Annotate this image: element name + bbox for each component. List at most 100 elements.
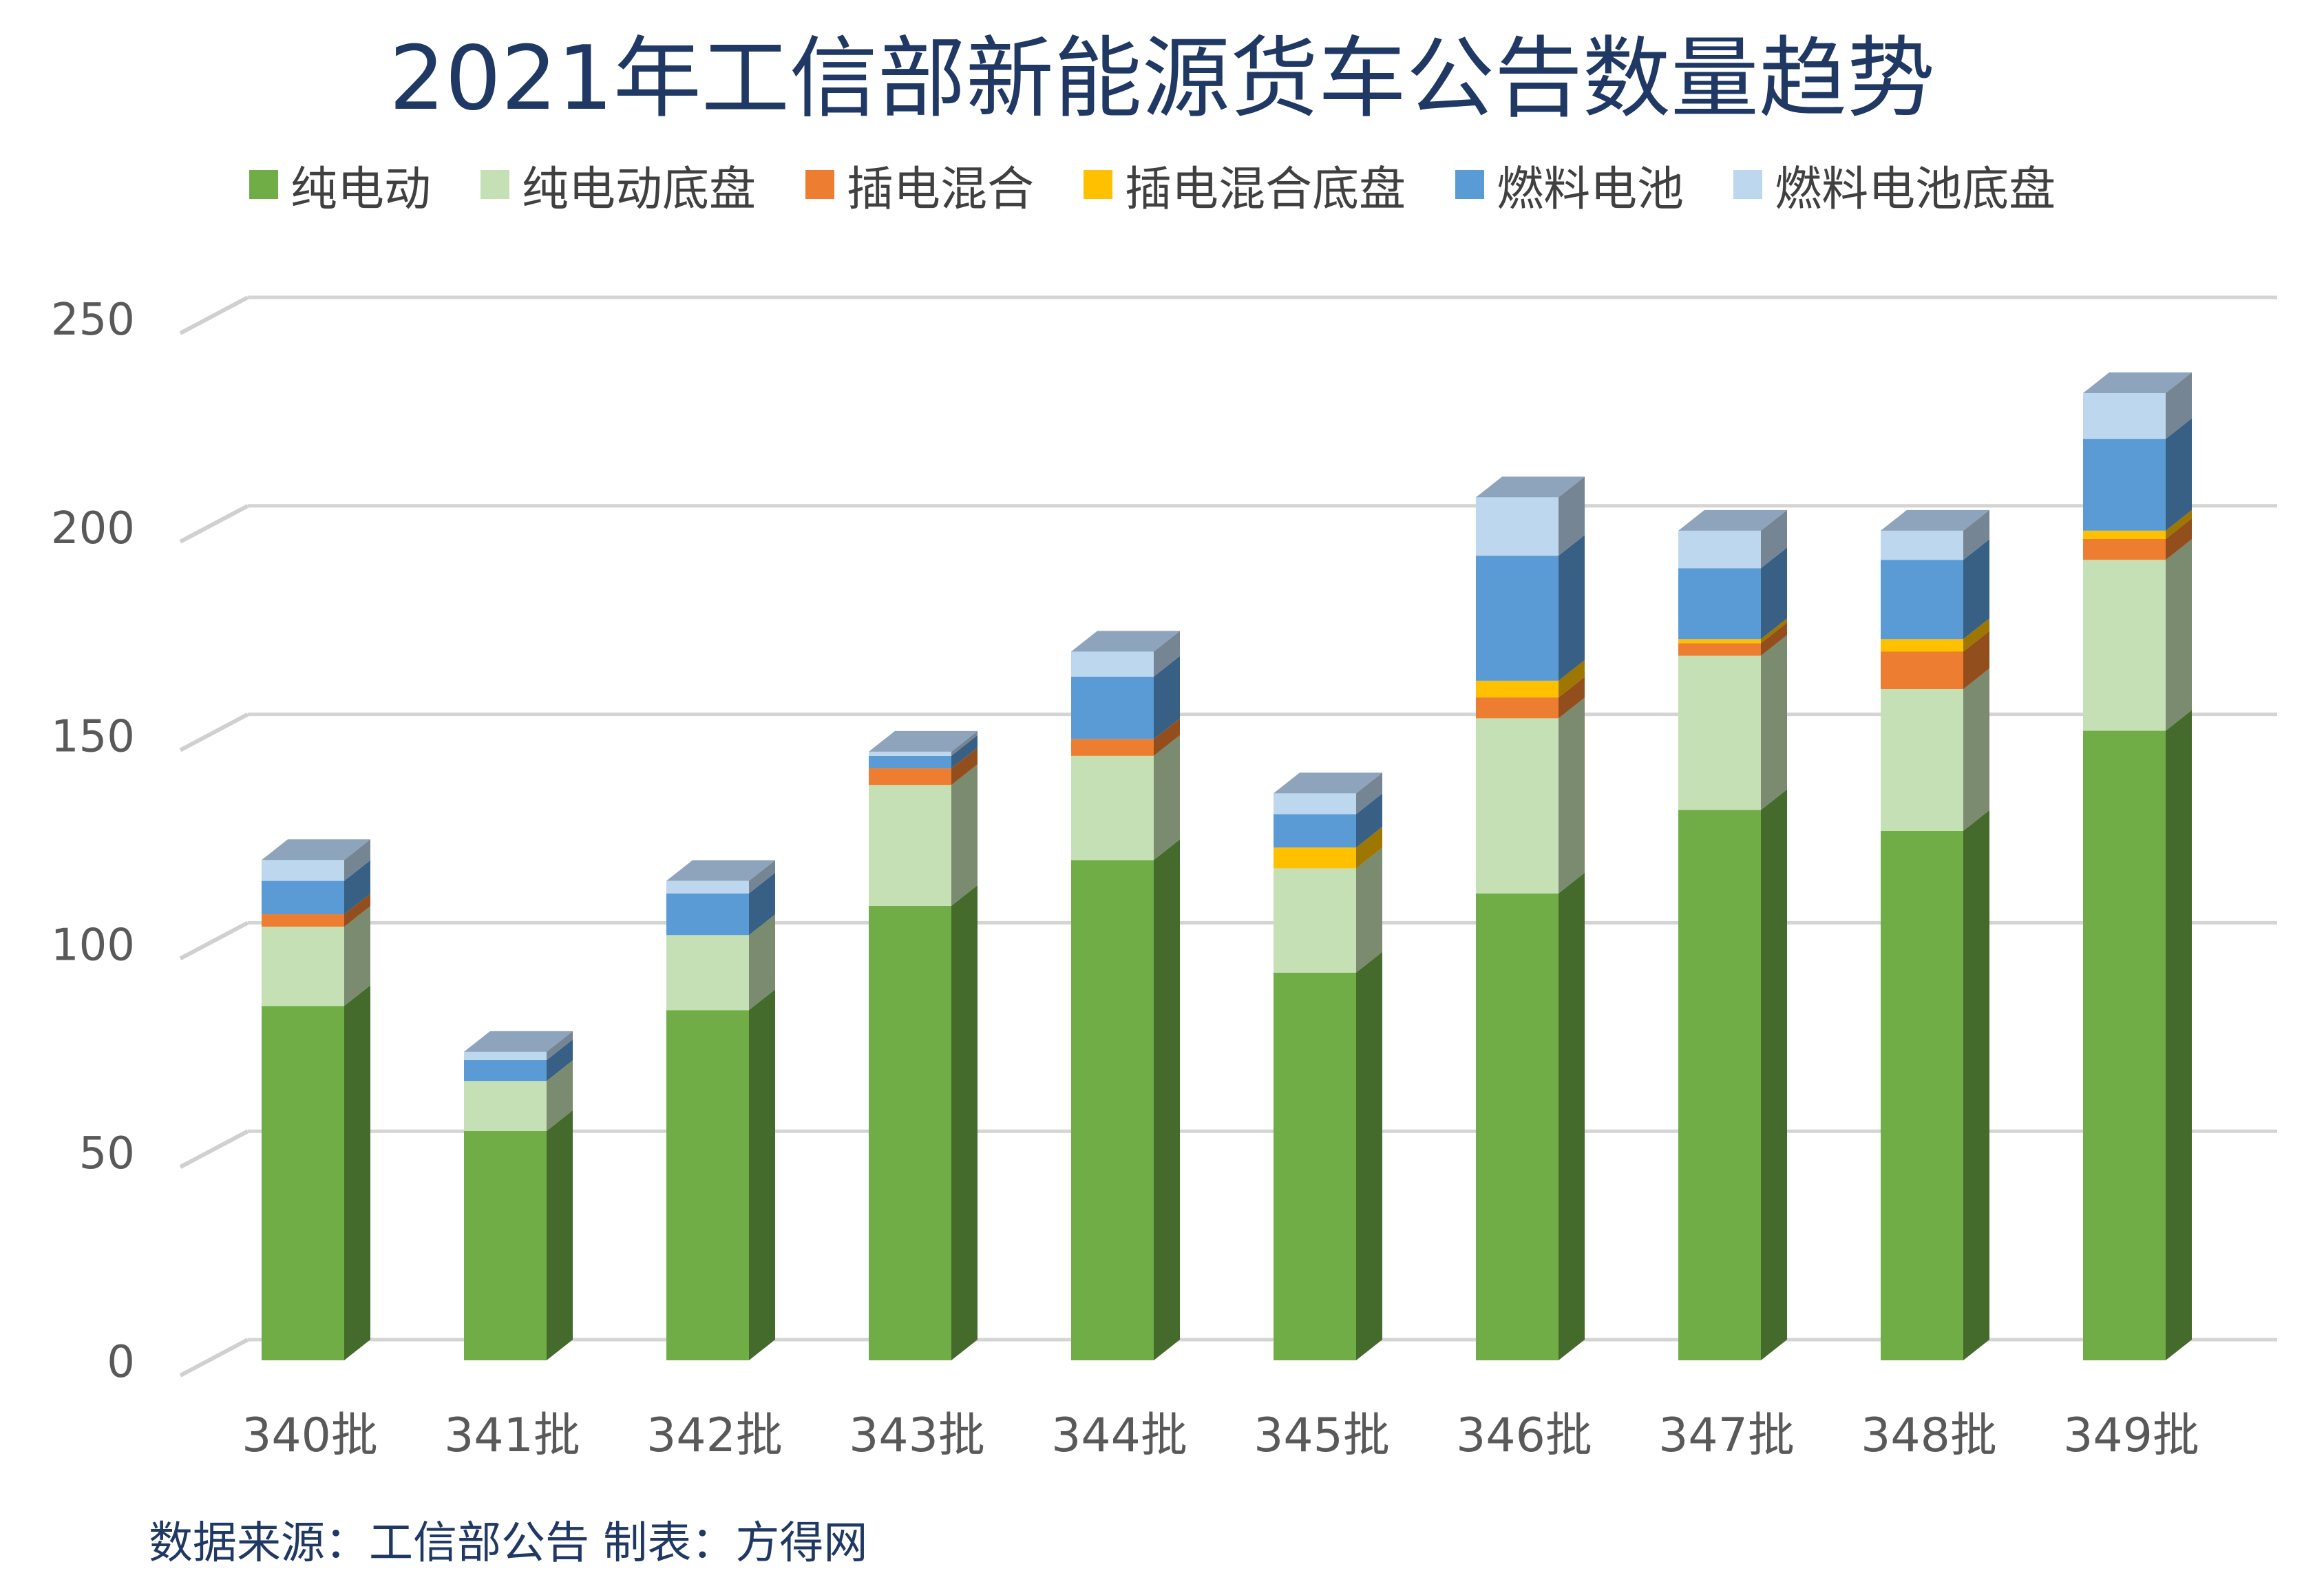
legend-label: 纯电动 bbox=[290, 162, 432, 217]
bar-side bbox=[547, 1039, 573, 1082]
bar-side bbox=[1761, 635, 1787, 810]
bar-segment bbox=[666, 860, 775, 894]
bar-side bbox=[951, 735, 978, 769]
bar-side bbox=[1154, 718, 1180, 756]
bar-side bbox=[1356, 793, 1382, 848]
y-tick-label: 100 bbox=[51, 920, 135, 971]
x-tick-label: 341批 bbox=[444, 1409, 580, 1463]
bar-side bbox=[2166, 372, 2192, 439]
chart-legend: 纯电动 纯电动底盘 插电混合 插电混合底盘 燃料电池 燃料电池底盘 bbox=[249, 150, 2105, 219]
bar-segment bbox=[1476, 872, 1585, 1360]
bar-segment bbox=[1881, 810, 1989, 1360]
bar-side bbox=[2166, 539, 2192, 731]
bar-segment bbox=[1071, 655, 1180, 739]
bar-front bbox=[1881, 830, 1963, 1360]
legend-item: 纯电动 bbox=[249, 151, 431, 219]
bar-side bbox=[749, 989, 775, 1360]
bar-segment bbox=[1274, 847, 1382, 973]
bar-side bbox=[951, 764, 978, 906]
bar-segment bbox=[464, 1039, 573, 1082]
bar-segment bbox=[1071, 735, 1180, 861]
bar-side bbox=[344, 985, 370, 1360]
bar-side bbox=[344, 894, 370, 927]
bar-front bbox=[1274, 972, 1356, 1360]
bar-side bbox=[547, 1060, 573, 1131]
bar-segment bbox=[262, 906, 370, 1006]
x-tick-label: 340批 bbox=[242, 1409, 378, 1463]
bar-side bbox=[1356, 772, 1382, 814]
bar-side bbox=[1761, 547, 1787, 640]
legend-swatch bbox=[1084, 170, 1113, 199]
bar-front bbox=[1476, 718, 1559, 894]
bar-segment bbox=[1071, 631, 1180, 677]
bar-side bbox=[1761, 618, 1787, 644]
y-tick-label: 50 bbox=[79, 1128, 135, 1179]
bar-side bbox=[951, 748, 978, 785]
bar-front bbox=[262, 927, 344, 1006]
bar-top bbox=[1678, 509, 1787, 531]
bar-side bbox=[1963, 668, 1989, 831]
bar-side bbox=[1559, 697, 1585, 894]
bar-front bbox=[2083, 393, 2166, 439]
bar-front bbox=[262, 880, 344, 915]
bar-side bbox=[2166, 710, 2192, 1360]
bar-side bbox=[749, 872, 775, 936]
bar-side bbox=[1559, 872, 1585, 1360]
bar-front bbox=[869, 755, 951, 769]
bar-segment bbox=[869, 730, 978, 756]
bar-front bbox=[1678, 655, 1761, 810]
bar-front bbox=[1678, 810, 1761, 1360]
legend-item: 插电混合 bbox=[805, 151, 1034, 219]
x-axis-ticks: 340批 341批 342批 343批 344批 345批 346批 347批 348批 349批 bbox=[242, 1409, 2199, 1463]
bar-side bbox=[951, 730, 978, 756]
bars-layer bbox=[262, 372, 2192, 1360]
bar-segment bbox=[1476, 697, 1585, 894]
bar-front bbox=[1678, 530, 1761, 569]
bar-segment bbox=[2083, 418, 2192, 531]
x-tick-label: 345批 bbox=[1254, 1409, 1390, 1463]
bar-side bbox=[1559, 677, 1585, 719]
bar-front bbox=[1881, 560, 1963, 640]
legend-swatch bbox=[1455, 170, 1485, 199]
bar-segment bbox=[1678, 635, 1787, 810]
bar-segment bbox=[1881, 509, 1989, 560]
bar-side bbox=[749, 860, 775, 894]
bar-top bbox=[464, 1031, 573, 1052]
bar-segment bbox=[1071, 718, 1180, 756]
x-tick-label: 348批 bbox=[1861, 1409, 1997, 1463]
bar-top bbox=[1881, 509, 1989, 531]
bar-segment bbox=[2083, 518, 2192, 560]
legend-swatch bbox=[805, 170, 835, 199]
bar-front bbox=[1071, 860, 1154, 1360]
bar-front bbox=[464, 1059, 547, 1082]
bar-side bbox=[1963, 631, 1989, 689]
bar-front bbox=[1476, 697, 1559, 719]
bar-segment bbox=[1881, 631, 1989, 689]
bar-front bbox=[2083, 538, 2166, 560]
gridline-wall bbox=[179, 712, 249, 752]
legend-label: 燃料电池底盘 bbox=[1775, 162, 2056, 217]
bar-segment bbox=[1274, 772, 1382, 814]
bar-top bbox=[262, 839, 370, 861]
bar-side bbox=[1761, 622, 1787, 656]
bar-front bbox=[1071, 739, 1154, 756]
bar-segment bbox=[1274, 793, 1382, 848]
y-axis-ticks: 0 50 100 150 200 250 bbox=[51, 295, 135, 1388]
bar-front bbox=[1274, 868, 1356, 973]
bar-segment bbox=[1881, 539, 1989, 640]
bar-front bbox=[1476, 556, 1559, 681]
bar-segment bbox=[1476, 476, 1585, 556]
bar-side bbox=[1356, 827, 1382, 869]
bar-side bbox=[1356, 847, 1382, 973]
bar-segment bbox=[1476, 535, 1585, 681]
bar-front bbox=[1274, 814, 1356, 848]
gridline-wall bbox=[179, 1338, 249, 1378]
bar-segment bbox=[869, 885, 978, 1360]
bar-side bbox=[1154, 735, 1180, 861]
bar-segment bbox=[1476, 677, 1585, 719]
gridline-wall bbox=[179, 920, 249, 961]
bar-segment bbox=[262, 985, 370, 1360]
y-tick-label: 150 bbox=[51, 712, 135, 763]
bar-top bbox=[2083, 372, 2192, 394]
